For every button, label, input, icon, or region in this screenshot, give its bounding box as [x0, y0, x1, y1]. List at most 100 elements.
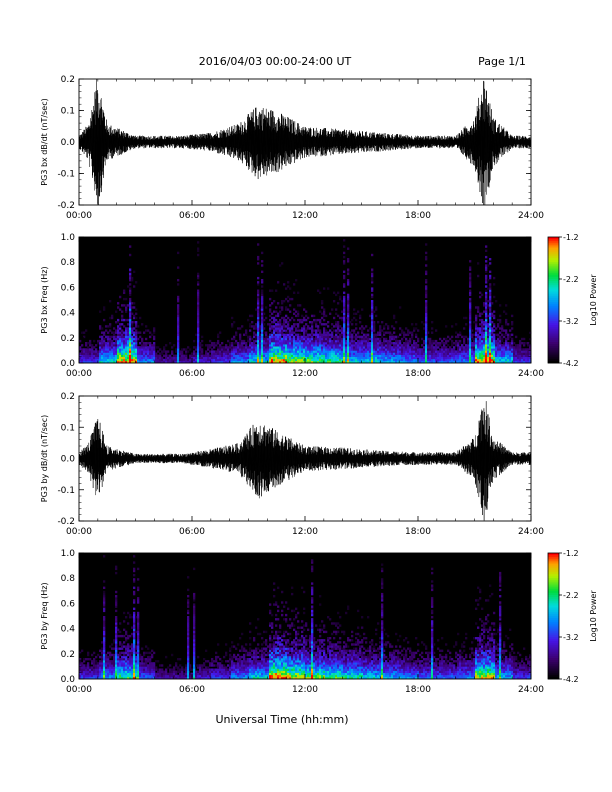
y-tick-label: -0.1	[57, 486, 75, 496]
spectrogram-cells	[79, 239, 532, 364]
colorbar-step	[548, 260, 559, 263]
colorbar-step	[548, 603, 559, 606]
colorbar-step	[548, 637, 559, 640]
colorbar-tick-label: -4.2	[563, 359, 579, 368]
colorbar-tick-label: -3.2	[563, 317, 579, 326]
colorbar-label: Log10 Power	[589, 590, 598, 642]
panel-3: 00:00 06:00 12:00 18:00 24:00 -0.2 -0.1 0.0 0.1 0…	[40, 392, 544, 537]
colorbar-step	[548, 323, 559, 326]
x-tick-label: 18:00	[405, 685, 431, 695]
colorbar-step	[548, 329, 559, 332]
colorbar-tick-label: -2.2	[563, 275, 579, 284]
colorbar-step	[548, 268, 559, 271]
x-tick-label: 06:00	[179, 685, 205, 695]
colorbar-step	[548, 331, 559, 334]
colorbar-step	[548, 641, 559, 644]
colorbar-step	[548, 352, 559, 355]
colorbar-step	[548, 327, 559, 330]
colorbar-step	[548, 586, 559, 590]
colorbar-step	[548, 356, 559, 360]
colorbar-step	[548, 653, 559, 657]
y-tick-label: 0.4	[61, 309, 76, 319]
colorbar-step	[548, 293, 559, 297]
colorbar: -1.2 -2.2 -3.2 -4.2 Log10 Power	[547, 549, 598, 684]
colorbar-tick-label: -1.2	[563, 233, 579, 242]
colorbar-step	[548, 561, 559, 564]
x-tick-label: 00:00	[66, 211, 92, 221]
colorbar-frame	[547, 236, 560, 364]
colorbar-step	[548, 354, 559, 358]
colorbar-step	[548, 245, 559, 248]
x-tick-label: 18:00	[405, 211, 431, 221]
colorbar-step	[548, 601, 559, 604]
y-tick-label: 0.2	[61, 334, 75, 344]
colorbar-step	[548, 655, 559, 659]
colorbar-step	[548, 597, 559, 600]
colorbar-step	[548, 658, 559, 661]
colorbar-step	[548, 308, 559, 311]
colorbar-step	[548, 620, 559, 623]
colorbar-step	[548, 304, 559, 307]
y-tick-label: 0.1	[61, 423, 75, 433]
colorbar-step	[548, 630, 559, 634]
x-tick-label: 24:00	[518, 369, 544, 379]
colorbar-step	[548, 584, 559, 587]
panel-1: 00:00 06:00 12:00 18:00 24:00 -0.2 -0.1 0.0 0.1 0…	[40, 75, 544, 221]
colorbar-frame	[547, 552, 560, 680]
colorbar-step	[548, 289, 559, 292]
colorbar-step	[548, 674, 559, 678]
y-axis-title: PG3 bx dB/dt (nT/sec)	[40, 98, 49, 185]
colorbar-step	[548, 318, 559, 322]
colorbar-step	[548, 578, 559, 581]
y-tick-label: 0.0	[61, 455, 76, 465]
colorbar-step	[548, 626, 559, 629]
colorbar-step	[548, 651, 559, 655]
spectrogram-cells	[79, 555, 532, 680]
y-tick-label: 0.2	[61, 650, 75, 660]
colorbar-step	[548, 599, 559, 602]
x-tick-label: 12:00	[292, 211, 318, 221]
y-tick-label: 0.0	[61, 675, 76, 685]
colorbar-step	[548, 588, 559, 592]
colorbar-step	[548, 666, 559, 669]
colorbar-step	[548, 565, 559, 569]
colorbar-step	[548, 237, 559, 240]
colorbar-step	[548, 264, 559, 267]
colorbar-step	[548, 664, 559, 667]
colorbar-step	[548, 676, 559, 680]
colorbar-step	[548, 270, 559, 274]
colorbar-step	[548, 582, 559, 585]
colorbar-step	[548, 580, 559, 583]
colorbar-step	[548, 333, 559, 337]
colorbar-step	[548, 279, 559, 282]
colorbar-step	[548, 287, 559, 290]
colorbar-step	[548, 595, 559, 598]
colorbar: -1.2 -2.2 -3.2 -4.2 Log10 Power	[547, 233, 598, 368]
y-tick-label: 1.0	[61, 549, 76, 559]
colorbar-step	[548, 337, 559, 341]
colorbar-step	[548, 339, 559, 343]
colorbar-step	[548, 281, 559, 284]
colorbar-step	[548, 251, 559, 255]
colorbar-step	[548, 344, 559, 347]
y-tick-label: 1.0	[61, 233, 76, 243]
x-tick-label: 24:00	[518, 211, 544, 221]
colorbar-step	[548, 342, 559, 345]
y-tick-label: 0.0	[61, 359, 76, 369]
colorbar-step	[548, 609, 559, 613]
colorbar-step	[548, 300, 559, 303]
colorbar-step	[548, 618, 559, 621]
colorbar-step	[548, 670, 559, 674]
signal-trace	[78, 401, 532, 521]
colorbar-step	[548, 272, 559, 276]
x-axis-title: Universal Time (hh:mm)	[216, 713, 349, 726]
colorbar-step	[548, 314, 559, 318]
colorbar-step	[548, 258, 559, 261]
y-tick-label: 0.2	[61, 392, 75, 402]
colorbar-step	[548, 557, 559, 560]
y-tick-label: 0.4	[61, 625, 76, 635]
colorbar-step	[548, 611, 559, 615]
colorbar-step	[548, 321, 559, 324]
colorbar-step	[548, 285, 559, 288]
colorbar-step	[548, 567, 559, 571]
